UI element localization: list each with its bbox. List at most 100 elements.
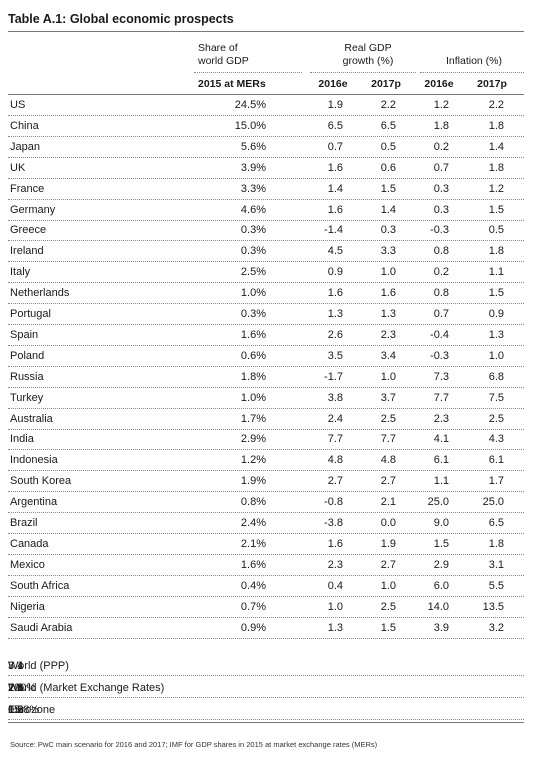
cell-share: 0.6% [240, 349, 266, 362]
cell-g17: 1.5 [380, 621, 396, 634]
cell-g16: 0.7 [327, 140, 343, 153]
cell-country: Russia [10, 370, 44, 383]
cell-i16: 0.2 [8, 704, 24, 716]
cell-country: World (PPP) [8, 660, 69, 672]
cell-i16: 2.3 [433, 412, 449, 425]
header-gdp-2016: 2016e [318, 78, 348, 90]
table-row: Greece 0.3% -1.4 0.3 -0.3 0.5 [8, 219, 524, 242]
header-gdp-line1: Real GDP [344, 42, 392, 54]
cell-g16: 1.6 [327, 537, 343, 550]
cell-i17: 2.6 [8, 682, 24, 694]
cell-g17: 0.6 [380, 161, 396, 174]
cell-i17: 1.2 [488, 182, 504, 195]
cell-g16: 1.3 [327, 308, 343, 320]
cell-g17: 7.7 [380, 433, 396, 446]
cell-g17: 2.7 [380, 558, 396, 571]
cell-i17: 2.5 [488, 412, 504, 425]
cell-i17: 1.1 [488, 266, 504, 279]
cell-g17: 1.5 [380, 182, 396, 195]
cell-i16: 0.8 [433, 287, 449, 300]
cell-share: 15.0% [234, 119, 266, 132]
cell-share: 2.4% [240, 517, 266, 529]
cell-i17: 0.5 [488, 224, 504, 237]
cell-g17: 1.6 [380, 287, 396, 300]
header-inf-2016: 2016e [424, 78, 454, 90]
cell-i17: 3.2 [488, 621, 504, 634]
cell-country: Poland [10, 349, 45, 362]
cell-country: Indonesia [10, 454, 58, 467]
cell-share: 1.6% [240, 558, 266, 571]
cell-country: Eurozone [8, 704, 56, 716]
cell-i17: 1.3 [8, 704, 24, 716]
cell-g16: 2.6 [327, 328, 343, 341]
cell-share: 1.0% [240, 391, 266, 404]
header-share-line2: world GDP [198, 55, 249, 67]
cell-g16: 0.4 [327, 579, 343, 592]
header-inflation: Inflation (%) [445, 55, 503, 67]
cell-i17: 2.2 [488, 99, 504, 111]
cell-g17: 1.4 [380, 203, 396, 216]
cell-share: 0.7% [240, 600, 266, 613]
cell-g16: 2.3 [327, 558, 343, 571]
cell-country: South Africa [10, 579, 70, 592]
cell-g17: 4.8 [380, 454, 396, 467]
cell-i16: 7.3 [433, 370, 449, 383]
cell-i16: 14.0 [427, 600, 449, 613]
cell-g16: 7.7 [327, 433, 343, 446]
cell-i16: 1.8 [433, 119, 449, 132]
cell-g16: 1.6 [327, 203, 343, 216]
cell-g16: 1.6 [8, 704, 24, 716]
header-gdp: Real GDP growth (%) [313, 42, 423, 68]
table-row: Nigeria 0.7% 1.0 2.5 14.0 13.5 [8, 596, 524, 618]
cell-i17: 5.5 [488, 579, 504, 592]
cell-i17: 6.5 [488, 517, 504, 529]
source-note: Source: PwC main scenario for 2016 and 2… [10, 740, 378, 749]
cell-country: China [10, 119, 39, 132]
cell-share: 2.9% [240, 433, 266, 446]
cell-g16: 1.4 [327, 182, 343, 195]
cell-g17: 2.7 [380, 475, 396, 488]
table-row: Japan 5.6% 0.7 0.5 0.2 1.4 [8, 136, 524, 158]
cell-i17: 6.1 [488, 454, 504, 467]
cell-g17: 2.2 [380, 99, 396, 111]
cell-country: Mexico [10, 558, 45, 571]
cell-country: Argentina [10, 496, 58, 509]
cell-g16: 1.9 [327, 99, 343, 111]
cell-share: 1.6% [240, 328, 266, 341]
cell-share: 0.4% [240, 579, 266, 592]
cell-country: Italy [10, 266, 31, 279]
table-row: Mexico 1.6% 2.3 2.7 2.9 3.1 [8, 554, 524, 576]
cell-i17: 1.0 [488, 349, 504, 362]
cell-g17: 1.9 [380, 537, 396, 550]
table-title: Table A.1: Global economic prospects [8, 12, 524, 32]
cell-share: 2.5% [240, 266, 266, 279]
cell-i16: 0.8 [433, 245, 449, 258]
cell-share: 3.9% [240, 161, 266, 174]
cell-i16: 6.1 [433, 454, 449, 467]
cell-i16: 0.7 [433, 308, 449, 320]
cell-g16: 6.5 [327, 119, 343, 132]
cell-i16: 1.5 [433, 537, 449, 550]
cell-share: 15.8% [8, 704, 40, 716]
cell-i16: 25.0 [427, 496, 449, 509]
table-row: World (PPP) 3.1 3.4 [8, 655, 524, 676]
cell-share: 5.6% [240, 140, 266, 153]
cell-g17: 2.1 [380, 496, 396, 509]
table-row: China 15.0% 6.5 6.5 1.8 1.8 [8, 115, 524, 137]
cell-i17: 1.7 [488, 475, 504, 488]
table-row: Argentina 0.8% -0.8 2.1 25.0 25.0 [8, 491, 524, 514]
table-row: Eurozone 15.8% 1.6 1.5 0.2 1.3 [8, 699, 524, 720]
cell-i16: 1.1 [433, 475, 449, 488]
cell-g17: 3.4 [380, 349, 396, 362]
cell-i17: 1.3 [488, 328, 504, 341]
cell-country: India [10, 433, 34, 446]
cell-g16: -1.4 [324, 224, 343, 237]
cell-share: 0.3% [240, 308, 266, 320]
cell-country: Portugal [10, 308, 51, 320]
cell-i16: 3.9 [433, 621, 449, 634]
cell-country: Spain [10, 328, 39, 341]
cell-i17: 0.9 [488, 308, 504, 320]
table-row: US 24.5% 1.9 2.2 1.2 2.2 [8, 94, 524, 116]
table-row: Saudi Arabia 0.9% 1.3 1.5 3.9 3.2 [8, 617, 524, 639]
cell-country: Nigeria [10, 600, 45, 613]
